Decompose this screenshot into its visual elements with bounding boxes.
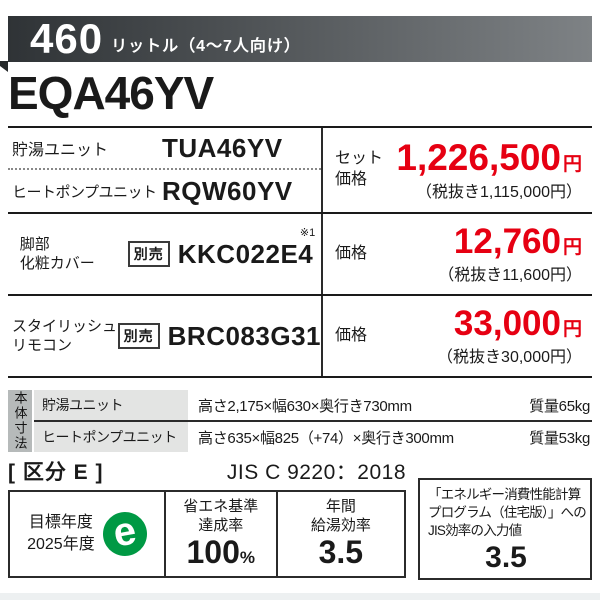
leg-cover-name: 脚部 化粧カバー	[20, 235, 128, 274]
program-input-value: 3.5	[485, 540, 527, 574]
capacity-value: 460	[30, 15, 104, 62]
set-price-tax-note: （税抜き1,115,000円）	[416, 183, 582, 201]
dimensions-row-heatpump: ヒートポンプユニット 高さ635×幅825（+74）×奥行き300mm 質量53…	[34, 422, 592, 452]
dimensions-row-tank: 貯湯ユニット 高さ2,175×幅630×奥行き730mm 質量65kg	[34, 390, 592, 422]
remote-price-label: 価格	[335, 326, 368, 344]
dimensions-tank-value: 高さ2,175×幅630×奥行き730mm 質量65kg	[188, 390, 592, 420]
set-units-cell: 貯湯ユニット TUA46YV ヒートポンプユニット RQW60YV	[8, 128, 323, 212]
efficiency-line1: 年間	[325, 498, 356, 516]
classification-label: [ 区分 E ]	[8, 461, 104, 484]
dimensions-rows: 貯湯ユニット 高さ2,175×幅630×奥行き730mm 質量65kg ヒートポ…	[34, 390, 592, 452]
sold-separately-badge: 別売	[127, 241, 170, 267]
remote-name-line1: スタイリッシュ	[12, 317, 118, 335]
energy-section: [ 区分 E ] JIS C 9220：2018 目標年度 2025年度 e 省…	[8, 460, 592, 580]
program-note-line2: プログラム（住宅版）」への	[428, 505, 587, 521]
dimensions-tank-label: 貯湯ユニット	[34, 390, 188, 420]
remote-name-line2: リモコン	[12, 337, 73, 354]
program-note-line3: JIS効率の入力値	[428, 523, 522, 539]
leg-cover-price-value: 12,760	[453, 221, 561, 261]
sold-separately-badge: 別売	[117, 323, 160, 349]
jis-standard-label: JIS C 9220：2018	[226, 461, 406, 484]
energy-left-column: [ 区分 E ] JIS C 9220：2018 目標年度 2025年度 e 省…	[8, 460, 406, 580]
energy-standard-line1: 省エネ基準	[183, 498, 259, 516]
dimensions-tank-size: 高さ2,175×幅630×奥行き730mm	[198, 397, 412, 415]
capacity-banner: 460 リットル（4〜7人向け）	[8, 16, 592, 62]
energy-standard-number: 100	[186, 533, 240, 570]
target-year-text: 目標年度 2025年度	[27, 512, 95, 555]
program-note-line1: 「エネルギー消費性能計算	[428, 487, 581, 502]
remote-price-tax-note: （税抜き30,000円）	[437, 348, 582, 366]
jis-program-box: 「エネルギー消費性能計算 プログラム（住宅版）」への JIS効率の入力値 3.5	[418, 478, 592, 580]
dimensions-heatpump-weight: 質量53kg	[529, 429, 590, 447]
product-model-title: EQA46YV	[8, 67, 214, 119]
dimensions-side-label: 本体寸法	[8, 390, 32, 452]
remote-price-line: 33,000 円	[437, 306, 582, 341]
leg-cover-price-yen: 円	[562, 236, 582, 258]
remote-price-yen: 円	[562, 318, 582, 340]
set-price-cell: セット 価格 1,226,500 円 （税抜き1,115,000円）	[323, 128, 592, 212]
efficiency-line2: 給湯効率	[310, 517, 371, 535]
target-year-cell: 目標年度 2025年度 e	[10, 492, 164, 576]
leg-cover-price-label: 価格	[335, 244, 368, 262]
leg-cover-cell: 脚部 化粧カバー 別売 ※1 KKC022E4	[8, 214, 323, 294]
efficiency-value: 3.5	[318, 533, 364, 570]
classification-row: [ 区分 E ] JIS C 9220：2018	[8, 460, 406, 490]
page-bottom-strip	[0, 593, 600, 600]
dimensions-section: 本体寸法 貯湯ユニット 高さ2,175×幅630×奥行き730mm 質量65kg…	[8, 390, 592, 452]
leg-cover-model-box: ※1 KKC022E4	[177, 227, 316, 270]
leg-cover-price-block: 12,760 円 （税抜き11,600円）	[438, 224, 582, 285]
leg-cover-price-tax-note: （税抜き11,600円）	[438, 266, 582, 284]
efficiency-label: 年間 給湯効率	[311, 498, 371, 536]
set-price-line: 1,226,500 円	[396, 139, 582, 176]
energy-saving-e-mark-icon: e	[99, 508, 151, 560]
dimensions-heatpump-size: 高さ635×幅825（+74）×奥行き300mm	[198, 429, 454, 447]
leg-cover-name-line1: 脚部	[19, 235, 50, 253]
set-price-label: セット 価格	[335, 149, 383, 191]
leg-cover-price-cell: 価格 12,760 円 （税抜き11,600円）	[323, 214, 592, 294]
energy-standard-cell: 省エネ基準 達成率 100%	[163, 492, 276, 576]
energy-standard-unit: %	[239, 547, 255, 567]
leg-cover-name-line2: 化粧カバー	[19, 255, 95, 272]
energy-standard-line2: 達成率	[198, 517, 244, 535]
unit-row-tank: 貯湯ユニット TUA46YV	[8, 128, 321, 170]
banner-fold-decoration	[0, 61, 8, 72]
leg-cover-price-line: 12,760 円	[438, 224, 582, 259]
table-row-set: 貯湯ユニット TUA46YV ヒートポンプユニット RQW60YV セット 価格…	[8, 128, 592, 214]
remote-model-box: BRC083G31	[168, 321, 321, 352]
remote-price-block: 33,000 円 （税抜き30,000円）	[437, 306, 582, 367]
dimensions-heatpump-value: 高さ635×幅825（+74）×奥行き300mm 質量53kg	[188, 422, 592, 452]
remote-name: スタイリッシュ リモコン	[12, 317, 118, 356]
energy-standard-label: 省エネ基準 達成率	[183, 498, 258, 536]
capacity-note: リットル（4〜7人向け）	[111, 38, 301, 55]
dimensions-tank-weight: 質量65kg	[529, 397, 590, 415]
set-price-label-line2: 価格	[335, 171, 368, 188]
table-row-leg-cover: 脚部 化粧カバー 別売 ※1 KKC022E4 価格 12,760 円 （税抜き…	[8, 214, 592, 296]
heatpump-unit-label: ヒートポンプユニット	[12, 183, 157, 201]
footnote-ref-mark: ※1	[299, 226, 316, 239]
target-year-line2: 2025年度	[27, 536, 95, 553]
energy-right-column: 「エネルギー消費性能計算 プログラム（住宅版）」への JIS効率の入力値 3.5	[418, 460, 592, 580]
unit-row-heatpump: ヒートポンプユニット RQW60YV	[8, 170, 321, 212]
set-price-value: 1,226,500	[396, 136, 561, 178]
remote-price-value: 33,000	[453, 303, 561, 343]
heatpump-unit-model: RQW60YV	[162, 175, 293, 206]
price-table: 貯湯ユニット TUA46YV ヒートポンプユニット RQW60YV セット 価格…	[8, 126, 592, 378]
set-price-block: 1,226,500 円 （税抜き1,115,000円）	[396, 139, 582, 202]
remote-cell: スタイリッシュ リモコン 別売 BRC083G31	[8, 296, 323, 376]
set-price-yen: 円	[562, 153, 582, 175]
target-year-line1: 目標年度	[28, 514, 93, 532]
energy-standard-value: 100%	[186, 533, 255, 570]
energy-label-box: 目標年度 2025年度 e 省エネ基準 達成率 100% 年間 給湯効率	[8, 490, 406, 578]
table-row-remote: スタイリッシュ リモコン 別売 BRC083G31 価格 33,000 円 （税…	[8, 296, 592, 378]
remote-price-cell: 価格 33,000 円 （税抜き30,000円）	[323, 296, 592, 376]
tank-unit-model: TUA46YV	[162, 132, 283, 163]
remote-model: BRC083G31	[167, 320, 321, 351]
tank-unit-label: 貯湯ユニット	[12, 142, 109, 159]
leg-cover-model: KKC022E4	[177, 238, 314, 269]
dimensions-heatpump-label: ヒートポンプユニット	[34, 422, 188, 452]
set-price-label-line1: セット	[335, 150, 384, 168]
efficiency-cell: 年間 給湯効率 3.5	[275, 492, 404, 576]
